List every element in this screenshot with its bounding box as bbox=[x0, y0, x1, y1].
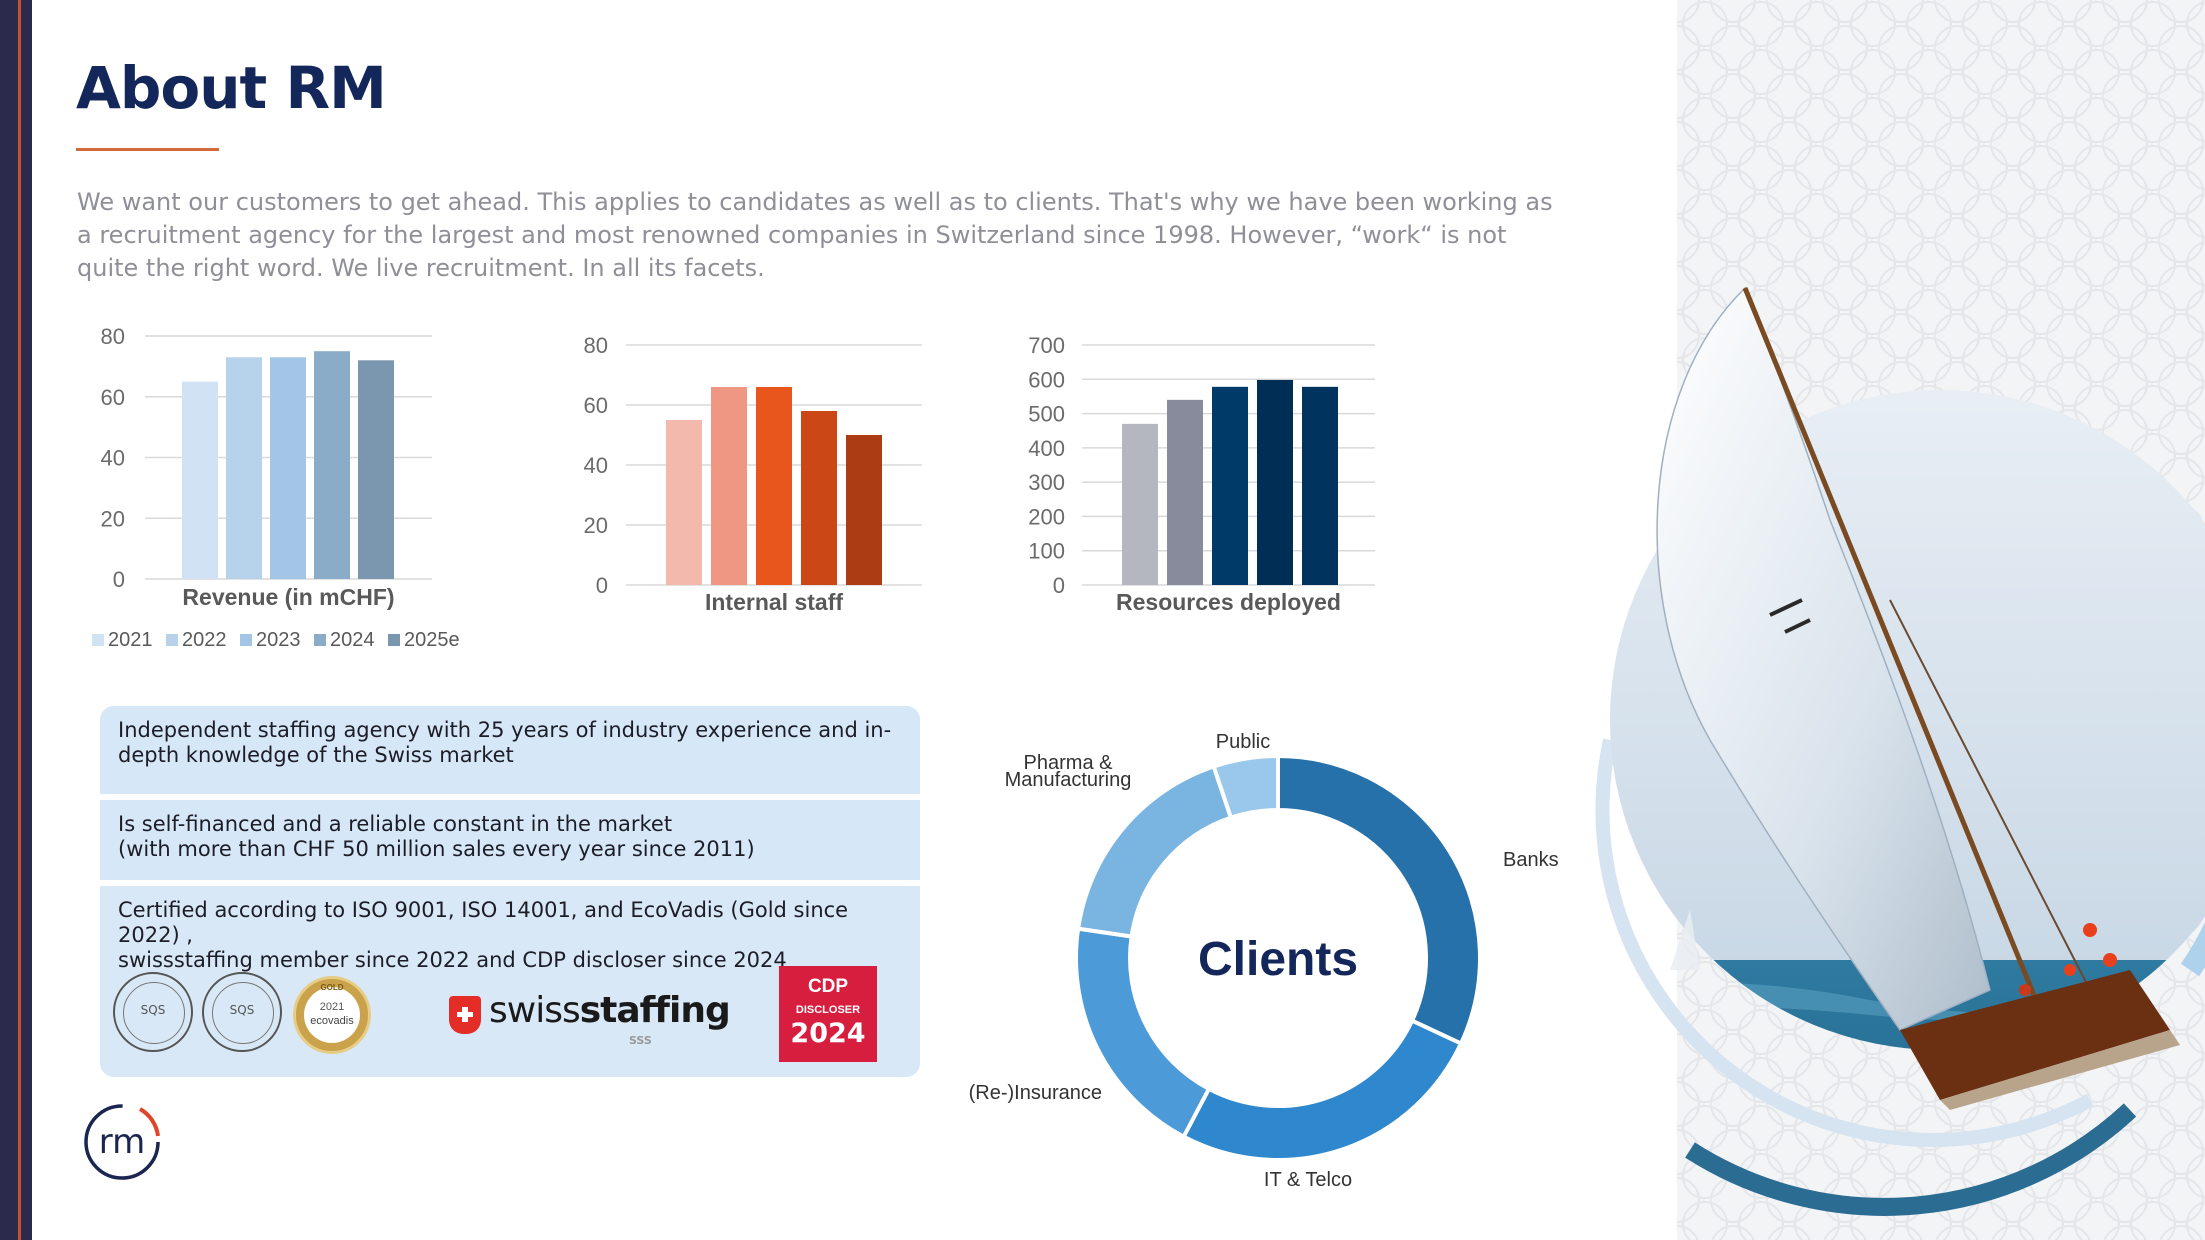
revenue-legend-swatch bbox=[388, 634, 400, 646]
key-fact-item: Independent staffing agency with 25 year… bbox=[100, 706, 920, 794]
revenue-legend-swatch bbox=[240, 634, 252, 646]
staff-y-tick-label: 40 bbox=[584, 453, 608, 478]
staff-y-tick-label: 20 bbox=[584, 513, 608, 538]
clients-donut-segment bbox=[1074, 926, 1212, 1140]
clients-donut-segment bbox=[1075, 763, 1234, 939]
resources-y-tick-label: 0 bbox=[1053, 573, 1065, 598]
revenue-y-tick-label: 60 bbox=[101, 385, 125, 410]
sqs-seal-logo: SQS bbox=[202, 972, 282, 1052]
key-fact-item: Is self-financed and a reliable constant… bbox=[100, 800, 920, 880]
clients-donut-segment bbox=[1180, 1018, 1464, 1162]
key-facts-panel: Independent staffing agency with 25 year… bbox=[100, 706, 920, 1077]
sail-number bbox=[1769, 598, 1811, 634]
resources-y-tick-label: 100 bbox=[1028, 539, 1065, 564]
revenue-bar bbox=[314, 351, 350, 579]
key-fact-line: (with more than CHF 50 million sales eve… bbox=[118, 837, 755, 861]
cdp-discloser-logo: CDP DISCLOSER 2024 bbox=[779, 966, 877, 1062]
revenue-bar bbox=[182, 381, 218, 579]
rm-logo: rm bbox=[84, 1104, 160, 1180]
staff-y-tick-label: 60 bbox=[584, 393, 608, 418]
revenue-legend-label: 2025e bbox=[404, 629, 460, 651]
revenue-y-tick-label: 80 bbox=[101, 324, 125, 349]
revenue-legend-label: 2024 bbox=[330, 629, 375, 651]
revenue-legend-swatch bbox=[92, 634, 104, 646]
revenue-legend-swatch bbox=[314, 634, 326, 646]
revenue-y-tick-label: 20 bbox=[101, 506, 125, 531]
staff-bar bbox=[711, 387, 747, 585]
revenue-bar-chart: 80 60 40 20 0 Revenue (in mCHF) 2021 2022 2023 20… bbox=[92, 324, 460, 651]
ecovadis-gold-logo: GOLD 2021 ecovadis bbox=[293, 976, 371, 1054]
resources-y-tick-label: 300 bbox=[1028, 470, 1065, 495]
revenue-legend-label: 2021 bbox=[108, 629, 153, 651]
decorative-ring bbox=[1595, 738, 2094, 1148]
key-fact-line: Is self-financed and a reliable constant… bbox=[118, 812, 673, 836]
clients-donut-label: Banks bbox=[1503, 849, 1559, 871]
revenue-legend-label: 2023 bbox=[256, 629, 301, 651]
revenue-bar bbox=[358, 360, 394, 579]
revenue-bar bbox=[226, 357, 262, 579]
clients-donut-chart: Clients Banks IT & Telco (Re-)Insurance Phar… bbox=[969, 731, 1559, 1191]
divider bbox=[100, 880, 920, 886]
sqs-seal-logo: SQS bbox=[113, 972, 193, 1052]
swiss-cross-icon bbox=[449, 996, 481, 1034]
resources-deployed-bar-chart: 700 600 500 400 300 200 100 0 Resources deployed bbox=[1028, 333, 1375, 615]
revenue-y-tick-label: 40 bbox=[101, 446, 125, 471]
page-title: About RM bbox=[76, 54, 387, 122]
hull bbox=[1900, 970, 2170, 1100]
staff-bar bbox=[756, 387, 792, 585]
key-fact-line: Certified according to ISO 9001, ISO 140… bbox=[118, 898, 849, 947]
staff-y-tick-label: 80 bbox=[584, 333, 608, 358]
resources-y-tick-label: 200 bbox=[1028, 504, 1065, 529]
staff-y-tick-label: 0 bbox=[596, 573, 608, 598]
revenue-legend-label: 2022 bbox=[182, 629, 227, 651]
intro-paragraph: We want our customers to get ahead. This… bbox=[77, 188, 1553, 282]
resources-bar bbox=[1167, 399, 1203, 585]
clients-donut-label: Public bbox=[1216, 731, 1270, 753]
revenue-title: Revenue (in mCHF) bbox=[182, 584, 394, 610]
left-accent-line bbox=[18, 0, 21, 1240]
clients-donut-segment bbox=[1276, 753, 1482, 1047]
revenue-y-tick-label: 0 bbox=[113, 567, 125, 592]
sailboat-photo bbox=[1595, 286, 2205, 1216]
internal-staff-bar-chart: 80 60 40 20 0 Internal staff bbox=[584, 333, 922, 615]
key-fact-line: swissstaffing member since 2022 and CDP … bbox=[118, 948, 787, 972]
resources-y-tick-label: 600 bbox=[1028, 367, 1065, 392]
swissstaffing-logo: swissstaffing SSS bbox=[449, 990, 731, 1047]
staff-bar bbox=[801, 411, 837, 585]
resources-bar bbox=[1122, 423, 1158, 585]
divider bbox=[100, 794, 920, 800]
clients-donut-title: Clients bbox=[1198, 933, 1358, 986]
revenue-legend-swatch bbox=[166, 634, 178, 646]
certification-logos: SQS SQS GOLD 2021 ecovadis swissstaffing… bbox=[113, 962, 903, 1062]
rm-logo-text: rm bbox=[99, 1122, 146, 1162]
decorative-ring bbox=[1685, 1103, 2137, 1216]
staff-title: Internal staff bbox=[705, 589, 843, 615]
resources-y-tick-label: 700 bbox=[1028, 333, 1065, 358]
clients-donut-segment bbox=[1211, 753, 1280, 821]
mast bbox=[1742, 287, 2043, 1011]
resources-y-tick-label: 500 bbox=[1028, 402, 1065, 427]
resources-title: Resources deployed bbox=[1116, 589, 1341, 615]
resources-y-tick-label: 400 bbox=[1028, 436, 1065, 461]
clients-donut-label: Pharma & bbox=[1024, 752, 1114, 774]
resources-bar bbox=[1302, 386, 1338, 585]
left-accent-bar bbox=[0, 0, 32, 1240]
clients-donut-label: Manufacturing bbox=[1005, 769, 1132, 791]
key-fact-line: Independent staffing agency with 25 year… bbox=[118, 718, 892, 742]
key-fact-line: depth knowledge of the Swiss market bbox=[118, 743, 514, 767]
resources-bar bbox=[1212, 386, 1248, 585]
clients-donut-label: (Re-)Insurance bbox=[969, 1082, 1102, 1104]
resources-bar bbox=[1257, 379, 1293, 585]
revenue-bar bbox=[270, 357, 306, 579]
clients-donut-label: IT & Telco bbox=[1264, 1169, 1352, 1191]
staff-bar bbox=[666, 420, 702, 585]
title-underline bbox=[76, 148, 219, 151]
staff-bar bbox=[846, 435, 882, 585]
mainsail bbox=[1656, 286, 1991, 1031]
